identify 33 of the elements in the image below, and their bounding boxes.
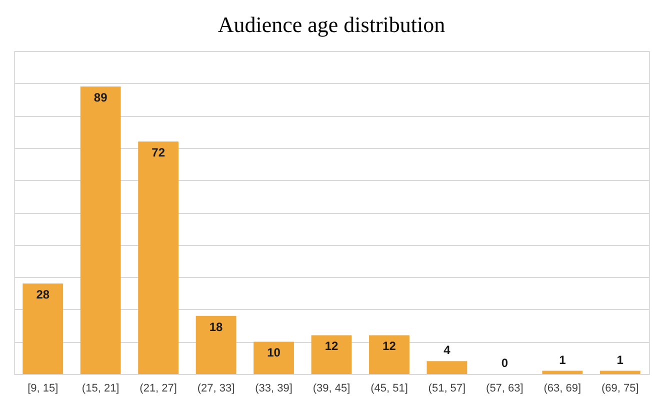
x-tick-label: (15, 21] (82, 382, 120, 394)
data-label: 12 (324, 339, 338, 354)
data-label: 0 (501, 356, 508, 370)
data-label: 72 (152, 145, 166, 160)
x-tick-label: (33, 39] (255, 382, 292, 394)
data-label: 28 (36, 288, 50, 302)
x-tick-label: (69, 75] (601, 382, 639, 394)
data-label: 1 (559, 352, 566, 367)
bar (138, 141, 179, 374)
x-tick-label: (21, 27] (140, 382, 177, 394)
data-label: 10 (267, 346, 281, 360)
bar (22, 284, 64, 374)
x-tick-label: [9, 15] (28, 382, 58, 394)
x-tick-label: (27, 33] (197, 382, 235, 394)
bar (369, 335, 410, 374)
x-tick-label: (39, 45] (312, 382, 350, 394)
x-tick-label: (57, 63] (486, 382, 524, 394)
data-label: 89 (94, 90, 108, 105)
data-label: 4 (444, 343, 451, 358)
data-label: 18 (209, 320, 224, 334)
chart-title: Audience age distribution (218, 12, 446, 37)
bar (542, 370, 583, 374)
x-tick-label: (51, 57] (428, 382, 466, 394)
data-label: 1 (616, 352, 624, 367)
bar (196, 316, 236, 374)
bar (80, 86, 121, 374)
bar (426, 361, 468, 374)
bar (254, 342, 294, 374)
bar (311, 335, 352, 374)
x-tick-label: (63, 69] (544, 382, 582, 394)
bar (600, 370, 640, 374)
data-label: 12 (382, 339, 396, 354)
x-tick-label: (45, 51] (370, 382, 408, 394)
